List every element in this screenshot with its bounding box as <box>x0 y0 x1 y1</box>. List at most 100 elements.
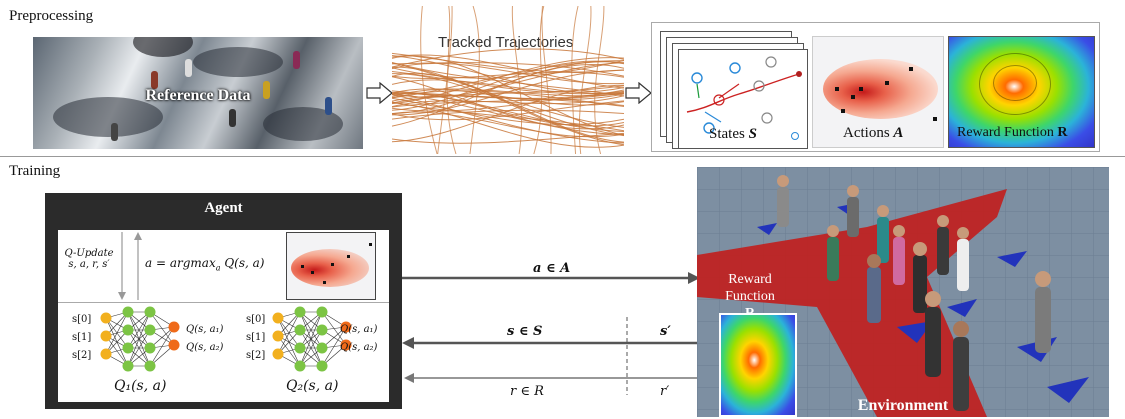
network-node <box>144 306 156 318</box>
trajectory-line <box>420 6 438 154</box>
network-node <box>272 312 284 324</box>
tracked-trajectories-plot <box>392 6 624 154</box>
network-node <box>340 321 352 333</box>
reward-arrow-label: r ∈ R <box>510 384 544 399</box>
trajectory-line <box>392 62 624 77</box>
environment-scene: Reward Function R Environment <box>697 167 1109 417</box>
network-node <box>294 324 306 336</box>
network-node <box>316 342 328 354</box>
net2-input-2: s[2] <box>246 350 266 361</box>
agent-environment-arrows <box>402 272 700 395</box>
network-edge <box>105 311 129 355</box>
action-arrow-label: a ∈ A <box>533 261 571 276</box>
trajectory-line <box>541 6 552 154</box>
trajectory-line <box>392 97 624 126</box>
network-node <box>168 339 180 351</box>
arrow-right-icon <box>625 82 652 104</box>
agent-title: Agent <box>204 200 243 216</box>
q-update-arrows-icon <box>118 232 142 300</box>
trajectory-line <box>392 94 624 144</box>
network-edge <box>127 329 151 367</box>
q-update-label: Q-Update s, a, r, s′ <box>64 248 114 270</box>
preprocessing-section-label: Preprocessing <box>9 8 94 24</box>
network-edge <box>299 311 323 349</box>
preprocessing-output-panel: States S Actions A Reward Function R <box>651 22 1100 152</box>
network-node <box>316 306 328 318</box>
training-section-label: Training <box>9 163 61 179</box>
net2-output-0: Q(s, a₁) <box>340 324 378 335</box>
net2-output-1: Q(s, a₂) <box>340 342 378 353</box>
network-node <box>294 342 306 354</box>
trajectory-line <box>392 71 624 80</box>
net2-label: Q₂(s, a) <box>286 378 339 394</box>
agent-inner-panel: Q-Update s, a, r, s′ a = argmaxa Q(s, a)… <box>58 230 389 402</box>
environment-label: Environment <box>857 397 949 414</box>
network-edge <box>127 311 151 349</box>
trajectory-line <box>392 100 624 121</box>
network-node <box>272 348 284 360</box>
tracked-trajectories-title: Tracked Trajectories <box>438 34 574 51</box>
trajectory-line <box>392 62 624 85</box>
arrow-right-icon <box>366 82 393 104</box>
trajectory-line <box>392 111 624 138</box>
network-node <box>122 360 134 372</box>
trajectory-line <box>469 6 480 154</box>
trajectory-line <box>392 95 624 108</box>
trajectory-line <box>392 85 624 104</box>
trajectory-line <box>571 6 579 154</box>
state-arrow-label: s ∈ S <box>507 324 543 339</box>
network-node <box>168 321 180 333</box>
network-node <box>122 306 134 318</box>
network-node <box>340 339 352 351</box>
trajectory-line <box>392 70 624 95</box>
reward-function-card: Reward Function R <box>948 36 1095 148</box>
network-node <box>294 306 306 318</box>
network-edge <box>127 311 151 367</box>
states-card: States S <box>678 49 808 149</box>
policy-formula: a = argmaxa Q(s, a) <box>145 256 265 273</box>
q-network-1-diagram <box>100 306 180 372</box>
reward-caption: Reward Function R <box>957 125 1068 140</box>
net2-input-1: s[1] <box>246 332 266 343</box>
agent-actions-heatmap <box>286 232 376 300</box>
trajectory-line <box>511 6 523 154</box>
trajectory-line <box>392 54 624 89</box>
network-node <box>122 324 134 336</box>
network-edge <box>277 311 301 355</box>
agent-box: Agent Q-Update s, a, r, s′ a = argmaxa Q… <box>45 193 402 409</box>
states-diagram <box>686 56 802 134</box>
reward-prime-label: r′ <box>660 384 670 399</box>
trajectory-line <box>392 132 624 144</box>
net1-label: Q₁(s, a) <box>114 378 167 394</box>
trajectory-line <box>392 76 624 130</box>
trajectory-line <box>392 88 624 97</box>
network-node <box>144 342 156 354</box>
trajectory-line <box>392 88 624 106</box>
trajectory-line <box>578 6 592 154</box>
network-node <box>272 330 284 342</box>
net2-input-0: s[0] <box>246 314 266 325</box>
network-edge <box>321 326 347 367</box>
trajectory-line <box>594 6 605 154</box>
reference-data-label: Reference Data <box>145 87 251 104</box>
network-node <box>100 312 112 324</box>
states-caption: States S <box>709 126 757 142</box>
net1-output-0: Q(s, a₁) <box>186 324 224 335</box>
network-node <box>100 348 112 360</box>
net1-input-2: s[2] <box>72 350 92 361</box>
trajectory-line <box>533 6 545 154</box>
network-node <box>294 360 306 372</box>
trajectory-line <box>392 102 624 148</box>
q-network-2-diagram <box>272 306 352 372</box>
network-edge <box>149 326 175 367</box>
network-node <box>122 342 134 354</box>
trajectory-line <box>392 55 624 136</box>
network-node <box>144 360 156 372</box>
section-divider <box>0 156 1125 157</box>
trajectory-line <box>392 62 624 98</box>
reference-data-image: Reference Data <box>33 37 363 149</box>
trajectory-line <box>392 109 624 120</box>
trajectory-line <box>446 6 457 154</box>
state-marker-icon <box>791 132 799 140</box>
network-node <box>316 360 328 372</box>
